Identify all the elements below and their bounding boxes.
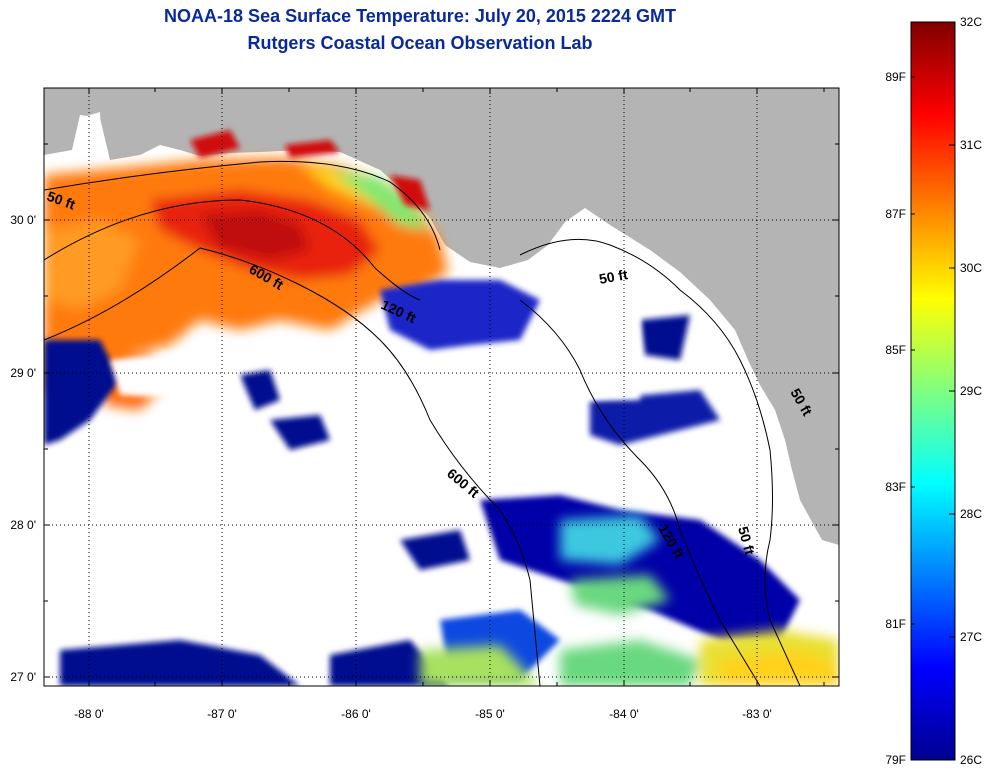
colorbar-c-label: 29C [960, 384, 982, 398]
x-tick-label: -85 0' [475, 707, 505, 721]
colorbar-c-label: 27C [960, 630, 982, 644]
contour-600ft [44, 247, 541, 686]
colorbar-c-label: 31C [960, 138, 982, 152]
cloud-patches [110, 300, 640, 400]
colorbar-f-label: 87F [885, 207, 906, 221]
colorbar-f-label: 89F [885, 70, 906, 84]
colorbar-c-label: 28C [960, 507, 982, 521]
contour-50ft-east [519, 238, 801, 686]
x-tick-label: -88 0' [74, 707, 104, 721]
contour-50ft-west [44, 160, 441, 251]
map-plot-area: 50 ft 600 ft 120 ft 600 ft 50 ft 120 ft … [44, 88, 839, 686]
colorbar-f-label: 79F [885, 753, 906, 767]
land-mass [44, 88, 839, 545]
isobath-contours [44, 160, 801, 686]
contour-label: 50 ft [598, 266, 629, 287]
contour-120ft [44, 199, 421, 301]
map-frame [43, 87, 840, 687]
colorbar-f-label: 81F [885, 617, 906, 631]
warm-water-region [44, 158, 448, 410]
y-tick-label: 27 0' [10, 670, 36, 684]
y-tick-label: 29 0' [10, 366, 36, 380]
map-subtitle: Rutgers Coastal Ocean Observation Lab [247, 33, 593, 53]
y-tick-label: 30 0' [10, 213, 36, 227]
x-tick-label: -86 0' [341, 707, 371, 721]
colorbar-gradient [910, 21, 956, 761]
y-axis-labels: 30 0' 29 0' 28 0' 27 0' [10, 213, 36, 684]
temperature-colorbar: 32C 31C 30C 29C 28C 27C 26C 89F 87F 85F … [885, 15, 982, 767]
axis-ticks [44, 88, 839, 686]
map-gridlines [44, 88, 839, 686]
x-tick-label: -84 0' [609, 707, 639, 721]
colorbar-f-label: 85F [885, 343, 906, 357]
colorbar-c-label: 32C [960, 15, 982, 29]
map-title: NOAA-18 Sea Surface Temperature: July 20… [164, 6, 676, 26]
x-tick-label: -87 0' [207, 707, 237, 721]
y-tick-label: 28 0' [10, 518, 36, 532]
contour-label: 50 ft [735, 525, 758, 557]
colorbar-f-label: 83F [885, 480, 906, 494]
colorbar-c-label: 26C [960, 753, 982, 767]
contour-120ft-east [519, 299, 761, 686]
x-tick-label: -83 0' [742, 707, 772, 721]
x-axis-labels: -88 0' -87 0' -86 0' -85 0' -84 0' -83 0… [74, 707, 772, 721]
colorbar-c-label: 30C [960, 261, 982, 275]
